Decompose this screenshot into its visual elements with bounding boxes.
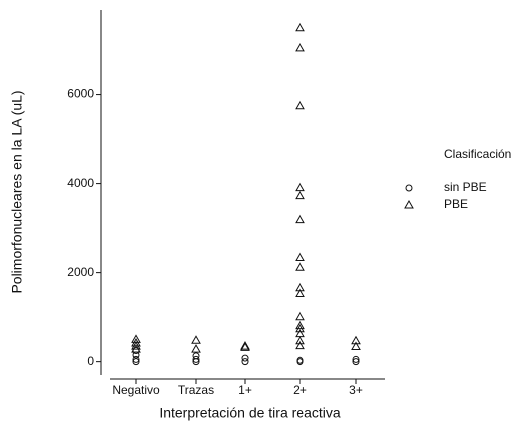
y-tick-label: 0: [87, 354, 94, 368]
point: [351, 341, 361, 351]
point: [295, 100, 305, 110]
point: [351, 335, 361, 345]
point: [131, 344, 141, 353]
x-tick-label: Negativo: [112, 383, 160, 397]
point: [295, 328, 305, 338]
point: [295, 182, 305, 192]
point: [132, 355, 140, 363]
point: [296, 356, 304, 364]
y-axis-title: Polimorfonucleares en la LA (uL): [9, 90, 25, 293]
point: [295, 340, 305, 350]
legend-label: sin PBE: [444, 180, 487, 194]
point: [295, 190, 305, 200]
point: [295, 262, 305, 271]
legend-label: PBE: [444, 197, 468, 211]
point: [131, 341, 141, 350]
point: [191, 335, 201, 344]
x-tick-label: Trazas: [178, 383, 214, 397]
point: [295, 214, 305, 224]
point: [295, 252, 305, 261]
x-tick-label: 1+: [238, 383, 252, 397]
x-axis-title: Interpretación de tira reactiva: [159, 405, 341, 421]
point: [352, 358, 360, 366]
y-tick-label: 2000: [67, 265, 94, 279]
point: [295, 22, 305, 32]
point: [295, 42, 305, 52]
point: [240, 342, 250, 351]
legend-marker: [404, 199, 414, 209]
x-tick-label: 3+: [349, 383, 363, 397]
point: [241, 354, 249, 362]
point: [295, 288, 305, 298]
point: [191, 344, 201, 353]
x-tick-label: 2+: [293, 383, 307, 397]
legend-marker: [405, 184, 413, 192]
point: [295, 282, 305, 292]
point: [132, 358, 140, 366]
point: [241, 358, 249, 366]
point: [240, 341, 250, 350]
point: [295, 311, 305, 321]
point: [295, 320, 305, 330]
point: [192, 352, 200, 360]
point: [192, 355, 200, 363]
point: [295, 335, 305, 345]
y-tick-label: 6000: [67, 87, 94, 101]
legend-title: Clasificación: [444, 147, 511, 161]
y-tick-label: 4000: [67, 176, 94, 190]
point: [295, 323, 305, 333]
point: [352, 355, 360, 363]
